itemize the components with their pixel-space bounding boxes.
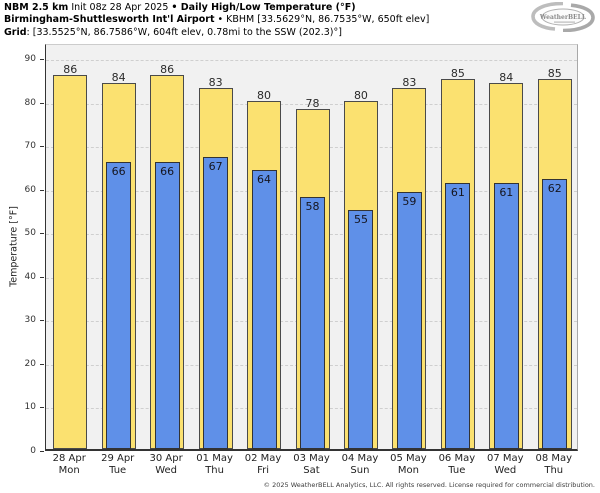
y-tick-label: 90 xyxy=(24,54,36,65)
x-tick-label: 03 May Sat xyxy=(287,453,335,477)
high-temp-value: 84 xyxy=(111,71,126,85)
x-tick-label: 02 May Fri xyxy=(239,453,287,477)
y-tick-mark xyxy=(40,59,44,61)
x-tick-day: Tue xyxy=(109,465,127,476)
y-tick-mark xyxy=(40,189,44,191)
high-temp-value: 86 xyxy=(160,62,175,76)
x-tick-label: 29 Apr Tue xyxy=(93,453,141,477)
header-line-1: NBM 2.5 km Init 08z 28 Apr 2025 • Daily … xyxy=(4,2,429,14)
logo-text: WeatherBELL xyxy=(539,14,587,21)
x-axis: 28 Apr Mon 29 Apr Tue 30 Apr Wed 01 May Thu 02 M… xyxy=(45,453,578,479)
low-temp-bar: 55 xyxy=(348,209,374,449)
station-details: • KBHM [33.5629°N, 86.7535°W, 650ft elev… xyxy=(214,14,430,26)
x-tick-date: 28 Apr xyxy=(52,453,86,464)
logo-swirl-icon xyxy=(531,2,595,32)
y-tick-mark xyxy=(40,451,44,452)
y-tick-label: 30 xyxy=(24,315,36,326)
header-line-3: Grid: [33.5525°N, 86.7586°W, 604ft elev,… xyxy=(4,27,429,39)
chart-header: NBM 2.5 km Init 08z 28 Apr 2025 • Daily … xyxy=(4,2,429,39)
grid-label: Grid xyxy=(4,26,27,38)
x-tick-day: Tue xyxy=(448,465,466,476)
low-temp-bar: 64 xyxy=(251,170,277,449)
x-tick-day: Fri xyxy=(257,465,269,476)
high-temp-value: 84 xyxy=(499,71,514,85)
low-temp-bar: 62 xyxy=(542,179,568,449)
x-tick-day: Sun xyxy=(350,465,370,476)
x-tick-label: 08 May Thu xyxy=(530,453,578,477)
x-tick-label: 01 May Thu xyxy=(190,453,238,477)
y-tick-label: 70 xyxy=(24,141,36,152)
y-axis: 0 10 20 30 40 50 60 70 80 90 xyxy=(0,44,45,456)
low-temp-bar: 61 xyxy=(445,183,471,449)
x-tick-day: Mon xyxy=(58,465,80,476)
low-temp-bar: 66 xyxy=(106,161,132,449)
low-temp-bar: 66 xyxy=(154,161,180,449)
x-tick-day: Thu xyxy=(544,465,564,476)
x-tick-label: 07 May Wed xyxy=(481,453,529,477)
x-tick-date: 04 May xyxy=(341,453,379,464)
y-tick-label: 0 xyxy=(30,446,36,456)
chart-title: • Daily High/Low Temperature (°F) xyxy=(171,2,356,13)
x-tick-date: 08 May xyxy=(535,453,573,464)
high-temp-value: 80 xyxy=(353,88,368,102)
x-tick-day: Wed xyxy=(155,465,178,476)
x-tick-date: 30 Apr xyxy=(149,453,183,464)
x-tick-label: 05 May Mon xyxy=(384,453,432,477)
low-temp-bar: 61 xyxy=(493,183,519,449)
x-tick-label: 30 Apr Wed xyxy=(142,453,190,477)
high-temp-value: 85 xyxy=(547,67,562,80)
y-tick-mark xyxy=(40,233,44,235)
station-name: Birmingham-Shuttlesworth Int'l Airport xyxy=(4,14,215,26)
copyright-footer: © 2025 WeatherBELL Analytics, LLC. All r… xyxy=(263,481,595,489)
high-temp-value: 86 xyxy=(63,62,78,76)
x-tick-date: 06 May xyxy=(438,453,476,464)
model-name: NBM 2.5 km xyxy=(4,2,69,13)
y-tick-mark xyxy=(40,146,44,148)
gridline xyxy=(46,60,577,62)
init-time: Init 08z 28 Apr 2025 xyxy=(68,2,172,13)
grid-details: : [33.5525°N, 86.7586°W, 604ft elev, 0.7… xyxy=(26,26,342,38)
high-temp-value: 80 xyxy=(257,88,272,102)
x-tick-date: 03 May xyxy=(293,453,330,464)
header-line-2: Birmingham-Shuttlesworth Int'l Airport •… xyxy=(4,14,429,26)
x-tick-date: 29 Apr xyxy=(101,453,135,464)
high-temp-value: 83 xyxy=(402,75,417,89)
x-tick-date: 02 May xyxy=(244,453,282,464)
plot-area: 86 84 66 86 66 83 67 80 64 78 58 80 55 83 59 85 61 84 61 85… xyxy=(45,44,578,451)
x-tick-date: 05 May xyxy=(390,453,427,464)
low-temp-bar: 59 xyxy=(396,192,422,449)
x-tick-day: Thu xyxy=(205,465,224,476)
y-tick-mark xyxy=(40,102,44,104)
x-tick-label: 04 May Sun xyxy=(336,453,384,477)
x-tick-date: 07 May xyxy=(487,453,524,464)
y-tick-mark xyxy=(40,320,44,322)
high-temp-bar xyxy=(53,74,88,449)
high-temp-value: 78 xyxy=(305,97,320,111)
x-tick-day: Wed xyxy=(494,465,517,476)
weatherbell-logo: WeatherBELL xyxy=(531,2,595,32)
y-tick-mark xyxy=(40,407,44,409)
y-tick-label: 80 xyxy=(24,97,36,108)
y-tick-label: 50 xyxy=(24,228,36,239)
y-tick-label: 60 xyxy=(24,184,36,195)
x-tick-label: 28 Apr Mon xyxy=(45,453,93,477)
x-tick-day: Mon xyxy=(397,465,419,476)
high-temp-value: 83 xyxy=(208,75,223,89)
gridline xyxy=(46,103,577,105)
y-tick-label: 40 xyxy=(24,271,36,282)
low-temp-bar: 67 xyxy=(203,157,229,449)
logo-tagline-line xyxy=(554,21,575,23)
x-tick-date: 01 May xyxy=(196,453,233,464)
y-tick-mark xyxy=(40,363,44,365)
x-tick-label: 06 May Tue xyxy=(433,453,481,477)
y-tick-mark xyxy=(40,276,44,278)
high-temp-value: 85 xyxy=(450,67,465,80)
y-tick-label: 10 xyxy=(24,402,36,413)
x-tick-day: Sat xyxy=(303,465,320,476)
low-temp-bar: 58 xyxy=(300,196,325,449)
y-axis-title: Temperature [°F] xyxy=(8,206,20,287)
y-tick-label: 20 xyxy=(24,358,36,369)
